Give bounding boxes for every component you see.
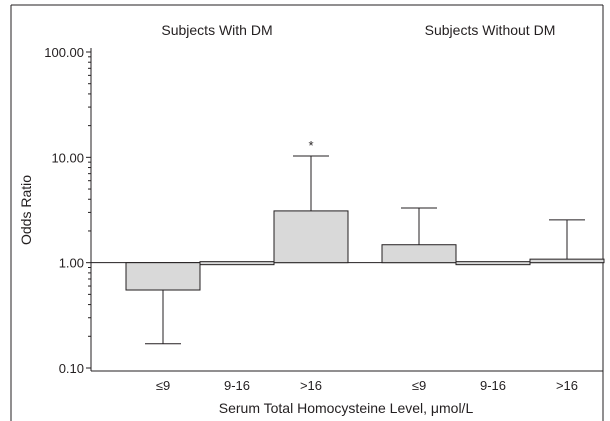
y-tick-label: 100.00 (44, 45, 84, 60)
y-tick-label: 10.00 (51, 150, 84, 165)
bar (199, 261, 275, 266)
x-tick-label: >16 (556, 378, 578, 393)
x-tick-label: >16 (300, 378, 322, 393)
bar (125, 262, 201, 291)
x-tick-label: 9-16 (480, 378, 506, 393)
y-ticks-layer: 0.10 1.00 10.00 100.00 (44, 45, 91, 376)
error-bars-layer (145, 155, 585, 345)
significance-marker: * (308, 138, 313, 153)
x-axis-title: Serum Total Homocysteine Level, μmol/L (219, 400, 474, 416)
bar (273, 210, 349, 264)
y-tick-label: 0.10 (59, 361, 84, 376)
bar (455, 261, 531, 266)
bar (381, 244, 457, 264)
bars-layer (125, 210, 605, 291)
group-label-without-dm: Subjects Without DM (425, 22, 556, 38)
y-tick-label: 1.00 (59, 256, 84, 271)
bar (529, 258, 605, 264)
labels-layer: ≤9 9-16 * >16 ≤9 9-16 >16 Subjects With DM Subje… (18, 22, 578, 416)
x-tick-label: 9-16 (224, 378, 250, 393)
x-tick-label: ≤9 (156, 378, 170, 393)
y-axis-title: Odds Ratio (18, 175, 34, 245)
group-label-with-dm: Subjects With DM (161, 22, 272, 38)
x-tick-label: ≤9 (412, 378, 426, 393)
